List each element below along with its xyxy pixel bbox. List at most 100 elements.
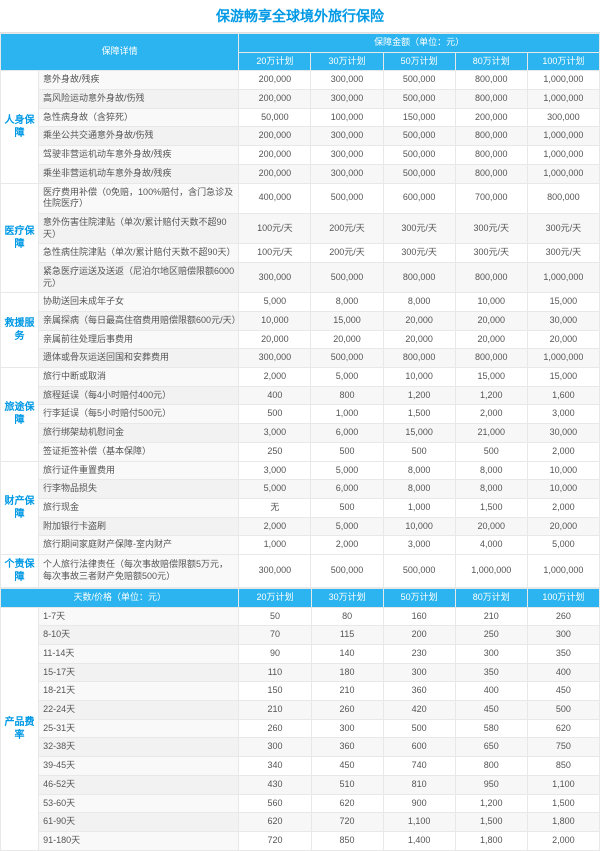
coverage-row: 个责保障个人旅行法律责任（每次事故赔偿限额5万元，每次事故三者财产免赔额500元… <box>1 554 600 587</box>
coverage-val: 20,000 <box>239 330 311 349</box>
plan-header-0: 20万计划 <box>239 52 311 71</box>
coverage-val: 300,000 <box>311 71 383 90</box>
coverage-val: 500,000 <box>383 90 455 109</box>
coverage-val: 20,000 <box>455 517 527 536</box>
coverage-row: 亲属探病（每日最高住宿费用赔偿限额600元/天）10,00015,00020,0… <box>1 312 600 331</box>
days-desc: 18-21天 <box>39 682 239 701</box>
coverage-val: 100,000 <box>311 108 383 127</box>
coverage-val: 8,000 <box>383 293 455 312</box>
price-val: 810 <box>383 775 455 794</box>
coverage-val: 200,000 <box>239 146 311 165</box>
coverage-desc: 旅行期间家庭财产保障-室内财产 <box>39 536 239 555</box>
coverage-val: 20,000 <box>383 312 455 331</box>
coverage-val: 500 <box>311 498 383 517</box>
coverage-val: 15,000 <box>527 293 599 312</box>
days-desc: 39-45天 <box>39 757 239 776</box>
coverage-val: 300,000 <box>239 349 311 368</box>
coverage-desc: 旅行中断或取消 <box>39 368 239 387</box>
coverage-val: 500,000 <box>383 127 455 146</box>
coverage-val: 1,000 <box>383 498 455 517</box>
price-val: 1,500 <box>527 794 599 813</box>
price-val: 620 <box>311 794 383 813</box>
price-val: 750 <box>527 738 599 757</box>
coverage-val: 5,000 <box>527 536 599 555</box>
days-desc: 25-31天 <box>39 719 239 738</box>
price-val: 300 <box>311 719 383 738</box>
price-val: 260 <box>239 719 311 738</box>
price-val: 300 <box>239 738 311 757</box>
coverage-val: 300元/天 <box>455 213 527 243</box>
coverage-val: 10,000 <box>383 368 455 387</box>
coverage-desc: 医疗费用补偿（0免赔，100%赔付，含门急诊及住院医疗） <box>39 183 239 213</box>
coverage-val: 8,000 <box>455 461 527 480</box>
coverage-row: 乘坐非营运机动车意外身故/残疾200,000300,000500,000800,… <box>1 164 600 183</box>
coverage-val: 800,000 <box>455 349 527 368</box>
price-val: 210 <box>239 701 311 720</box>
coverage-val: 1,000,000 <box>527 127 599 146</box>
coverage-desc: 签证拒签补偿（基本保障） <box>39 442 239 461</box>
coverage-val: 500 <box>311 442 383 461</box>
coverage-row: 高风险运动意外身故/伤残200,000300,000500,000800,000… <box>1 90 600 109</box>
coverage-val: 30,000 <box>527 424 599 443</box>
price-row: 产品费率1-7天5080160210260 <box>1 607 600 626</box>
insurance-table-container: 保游畅享全球境外旅行保险 保障详情保障金额（单位：元）20万计划30万计划50万… <box>0 0 600 851</box>
coverage-val: 500,000 <box>383 146 455 165</box>
coverage-desc: 意外伤害住院津贴（单次/累计赔付天数不超90天） <box>39 213 239 243</box>
coverage-val: 1,000,000 <box>455 554 527 587</box>
price-val: 260 <box>527 607 599 626</box>
coverage-val: 500 <box>383 442 455 461</box>
price-val: 620 <box>527 719 599 738</box>
coverage-val: 400 <box>239 386 311 405</box>
price-val: 2,000 <box>527 831 599 850</box>
coverage-desc: 旅行证件重置费用 <box>39 461 239 480</box>
coverage-row: 旅行期间家庭财产保障-室内财产1,0002,0003,0004,0005,000 <box>1 536 600 555</box>
coverage-val: 800,000 <box>383 262 455 292</box>
price-val: 450 <box>527 682 599 701</box>
coverage-val: 6,000 <box>311 480 383 499</box>
header-days-price: 天数/价格（单位：元） <box>1 588 239 607</box>
coverage-desc: 行李延误（每5小时赔付500元） <box>39 405 239 424</box>
coverage-val: 500,000 <box>311 183 383 213</box>
coverage-row: 旅行现金无5001,0001,5002,000 <box>1 498 600 517</box>
coverage-row: 意外伤害住院津贴（单次/累计赔付天数不超90天）100元/天200元/天300元… <box>1 213 600 243</box>
coverage-val: 300元/天 <box>527 244 599 263</box>
coverage-val: 700,000 <box>455 183 527 213</box>
price-val: 600 <box>383 738 455 757</box>
price-val: 1,800 <box>527 813 599 832</box>
price-val: 360 <box>311 738 383 757</box>
coverage-val: 200,000 <box>239 71 311 90</box>
price-row: 91-180天7208501,4001,8002,000 <box>1 831 600 850</box>
price-val: 1,500 <box>455 813 527 832</box>
coverage-desc: 遗体或骨灰运送回国和安葬费用 <box>39 349 239 368</box>
coverage-val: 1,000,000 <box>527 349 599 368</box>
coverage-table: 保障详情保障金额（单位：元）20万计划30万计划50万计划80万计划100万计划… <box>0 33 600 588</box>
product-title: 保游畅享全球境外旅行保险 <box>0 0 600 33</box>
coverage-val: 1,000,000 <box>527 90 599 109</box>
coverage-val: 800,000 <box>383 349 455 368</box>
coverage-val: 2,000 <box>239 517 311 536</box>
coverage-val: 15,000 <box>311 312 383 331</box>
price-val: 1,100 <box>383 813 455 832</box>
plan-header-3: 80万计划 <box>455 52 527 71</box>
price-val: 620 <box>239 813 311 832</box>
coverage-val: 500,000 <box>383 554 455 587</box>
coverage-val: 6,000 <box>311 424 383 443</box>
coverage-val: 15,000 <box>383 424 455 443</box>
price-val: 360 <box>383 682 455 701</box>
coverage-val: 1,000,000 <box>527 262 599 292</box>
price-val: 110 <box>239 663 311 682</box>
coverage-val: 100元/天 <box>239 213 311 243</box>
coverage-val: 500,000 <box>383 71 455 90</box>
days-desc: 53-60天 <box>39 794 239 813</box>
price-val: 140 <box>311 645 383 664</box>
price-val: 720 <box>311 813 383 832</box>
coverage-row: 签证拒签补偿（基本保障）2505005005002,000 <box>1 442 600 461</box>
coverage-row: 救援服务协助送回未成年子女5,0008,0008,00010,00015,000 <box>1 293 600 312</box>
price-plan-header-1: 30万计划 <box>311 588 383 607</box>
days-desc: 15-17天 <box>39 663 239 682</box>
coverage-val: 300元/天 <box>383 213 455 243</box>
price-val: 850 <box>311 831 383 850</box>
coverage-val: 300,000 <box>311 146 383 165</box>
header-coverage: 保障详情 <box>1 34 239 71</box>
plan-header-1: 30万计划 <box>311 52 383 71</box>
